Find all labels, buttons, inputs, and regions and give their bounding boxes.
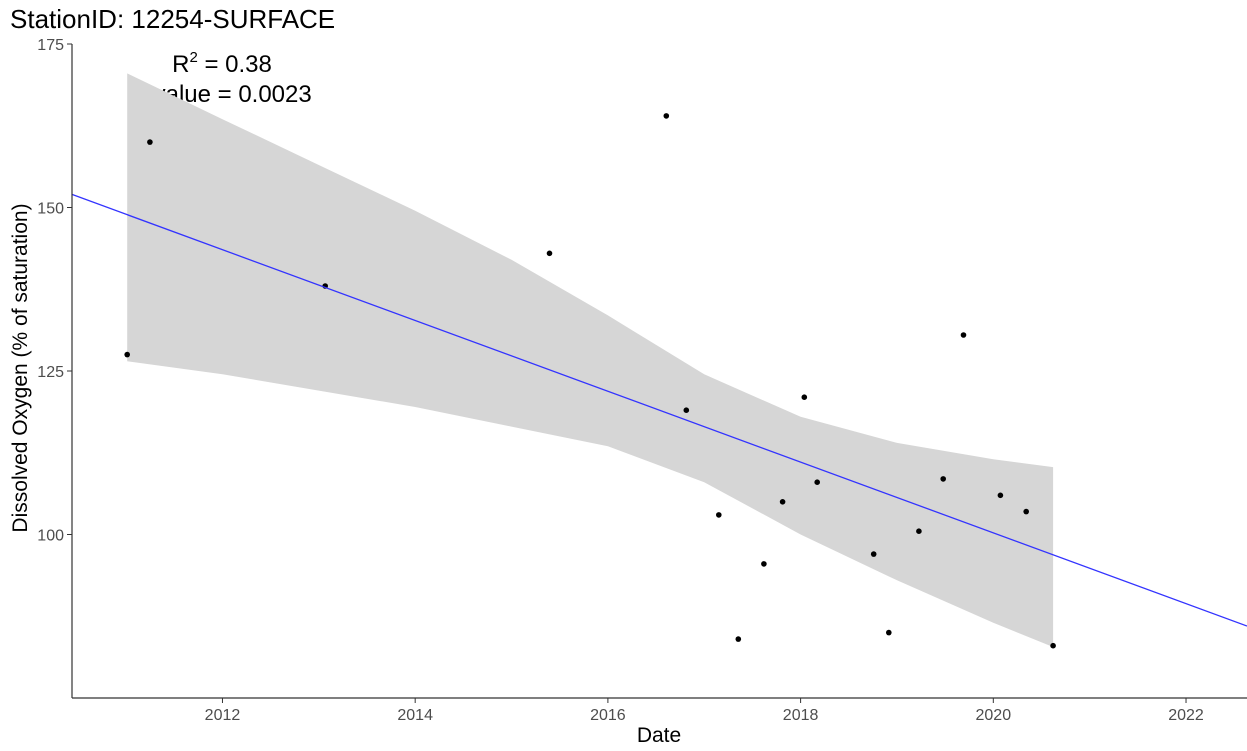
data-point — [1050, 642, 1056, 649]
data-points — [124, 113, 1056, 649]
y-tick-label: 125 — [37, 364, 64, 381]
x-tick-label: 2016 — [590, 707, 626, 724]
data-point — [814, 479, 820, 486]
data-point — [916, 528, 922, 534]
y-axis-ticks: 100 125 150 175 — [37, 37, 72, 545]
r-squared-annotation: R2 = 0.38 — [172, 49, 272, 78]
data-point — [716, 512, 722, 518]
x-tick-label: 2022 — [1168, 707, 1204, 724]
x-axis-title: Date — [637, 724, 681, 747]
data-point — [683, 407, 690, 414]
y-tick-label: 100 — [37, 528, 64, 545]
data-point — [1023, 508, 1029, 515]
x-tick-label: 2020 — [976, 707, 1012, 724]
data-point — [546, 250, 553, 257]
x-tick-label: 2012 — [205, 707, 241, 724]
data-point — [940, 476, 946, 482]
data-point — [886, 629, 892, 636]
x-axis-ticks: 2012 2014 2016 2018 2020 2022 — [205, 698, 1204, 724]
data-point — [147, 139, 153, 145]
y-tick-label: 175 — [37, 37, 64, 54]
x-tick-label: 2014 — [397, 707, 433, 724]
y-tick-label: 150 — [37, 201, 64, 218]
data-point — [960, 332, 967, 338]
trend-line — [71, 193, 1247, 627]
y-axis-title: Dissolved Oxygen (% of saturation) — [9, 203, 32, 532]
chart-title: StationID: 12254-SURFACE — [10, 4, 335, 34]
data-point — [779, 499, 786, 505]
data-point — [124, 351, 130, 358]
data-point — [801, 394, 808, 401]
data-point — [761, 561, 767, 567]
data-point — [663, 113, 670, 119]
data-point — [735, 636, 742, 642]
data-point — [870, 551, 877, 557]
x-tick-label: 2018 — [783, 707, 819, 724]
confidence-band — [127, 73, 1054, 647]
data-point — [997, 492, 1004, 499]
